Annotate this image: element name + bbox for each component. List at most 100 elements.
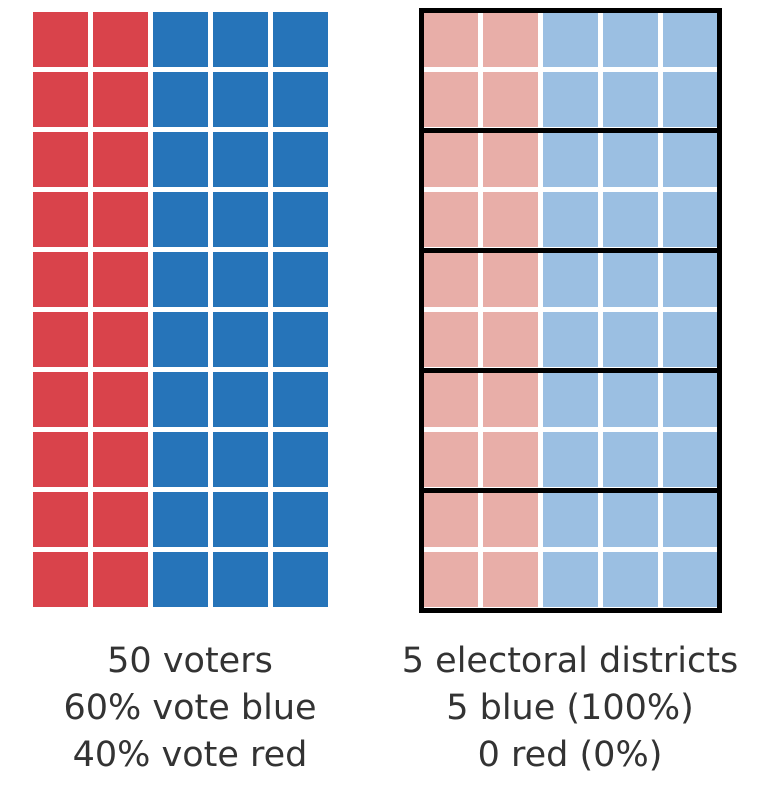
caption-line-red-share: 40% vote red (72, 735, 308, 775)
red-voter-cell (423, 72, 478, 127)
blue-voter-cell (153, 192, 208, 247)
blue-voter-cell (153, 12, 208, 67)
blue-voter-cell (213, 252, 268, 307)
red-voter-cell (33, 12, 88, 67)
blue-voter-cell (153, 552, 208, 607)
blue-voter-cell (153, 492, 208, 547)
red-voter-cell (483, 312, 538, 367)
caption-line-blue-districts: 5 blue (100%) (446, 688, 694, 728)
red-voter-cell (93, 312, 148, 367)
caption-line-red-districts: 0 red (0%) (477, 735, 663, 775)
red-voter-cell (33, 252, 88, 307)
red-voter-cell (423, 492, 478, 547)
red-voter-cell (33, 372, 88, 427)
blue-voter-cell (153, 372, 208, 427)
red-voter-cell (93, 372, 148, 427)
red-voter-cell (483, 492, 538, 547)
blue-voter-cell (603, 312, 658, 367)
blue-voter-cell (543, 432, 598, 487)
blue-voter-cell (603, 372, 658, 427)
blue-voter-cell (213, 12, 268, 67)
blue-voter-cell (603, 552, 658, 607)
blue-voter-cell (213, 72, 268, 127)
district-outline (419, 128, 722, 253)
red-voter-cell (483, 192, 538, 247)
blue-voter-cell (273, 312, 328, 367)
blue-voter-cell (153, 132, 208, 187)
red-voter-cell (93, 132, 148, 187)
red-voter-cell (93, 12, 148, 67)
red-voter-cell (423, 252, 478, 307)
blue-voter-cell (213, 552, 268, 607)
blue-voter-cell (663, 312, 718, 367)
blue-voter-cell (603, 12, 658, 67)
blue-voter-cell (273, 192, 328, 247)
blue-voter-cell (213, 312, 268, 367)
district-outline (419, 8, 722, 133)
red-voter-cell (33, 192, 88, 247)
blue-voter-cell (543, 552, 598, 607)
red-voter-cell (483, 12, 538, 67)
blue-voter-cell (543, 72, 598, 127)
red-voter-cell (423, 432, 478, 487)
blue-voter-cell (273, 132, 328, 187)
blue-voter-cell (273, 72, 328, 127)
district-outline (419, 488, 722, 613)
district-outline (419, 368, 722, 493)
blue-voter-cell (663, 252, 718, 307)
red-voter-cell (33, 552, 88, 607)
red-voter-cell (33, 132, 88, 187)
caption-line-districts: 5 electoral districts (401, 641, 739, 681)
blue-voter-cell (603, 192, 658, 247)
blue-voter-cell (543, 252, 598, 307)
red-voter-cell (483, 252, 538, 307)
blue-voter-cell (663, 492, 718, 547)
red-voter-cell (33, 492, 88, 547)
blue-voter-cell (273, 552, 328, 607)
red-voter-cell (483, 132, 538, 187)
blue-voter-cell (273, 492, 328, 547)
blue-voter-cell (543, 492, 598, 547)
red-voter-cell (33, 72, 88, 127)
voter-caption: 50 voters 60% vote blue 40% vote red (0, 638, 380, 779)
blue-voter-cell (603, 252, 658, 307)
blue-voter-cell (663, 12, 718, 67)
red-voter-cell (483, 372, 538, 427)
blue-voter-cell (543, 372, 598, 427)
red-voter-cell (93, 432, 148, 487)
blue-voter-cell (663, 72, 718, 127)
red-voter-cell (33, 432, 88, 487)
red-voter-cell (423, 12, 478, 67)
blue-voter-cell (153, 72, 208, 127)
blue-voter-cell (273, 432, 328, 487)
blue-voter-cell (273, 252, 328, 307)
blue-voter-cell (663, 192, 718, 247)
blue-voter-cell (663, 372, 718, 427)
red-voter-cell (423, 132, 478, 187)
red-voter-cell (483, 552, 538, 607)
red-voter-cell (33, 312, 88, 367)
red-voter-cell (93, 192, 148, 247)
red-voter-cell (423, 552, 478, 607)
blue-voter-cell (153, 432, 208, 487)
blue-voter-cell (273, 372, 328, 427)
caption-line-blue-share: 60% vote blue (63, 688, 317, 728)
red-voter-cell (93, 252, 148, 307)
red-voter-cell (483, 72, 538, 127)
blue-voter-cell (603, 432, 658, 487)
red-voter-cell (93, 72, 148, 127)
blue-voter-cell (663, 552, 718, 607)
blue-voter-cell (543, 192, 598, 247)
district-outline (419, 248, 722, 373)
blue-voter-cell (663, 132, 718, 187)
blue-voter-cell (603, 492, 658, 547)
blue-voter-cell (603, 72, 658, 127)
blue-voter-cell (663, 432, 718, 487)
red-voter-cell (483, 432, 538, 487)
blue-voter-cell (603, 132, 658, 187)
blue-voter-cell (273, 12, 328, 67)
blue-voter-cell (543, 132, 598, 187)
red-voter-cell (423, 192, 478, 247)
caption-line-voters: 50 voters (107, 641, 273, 681)
blue-voter-cell (543, 312, 598, 367)
